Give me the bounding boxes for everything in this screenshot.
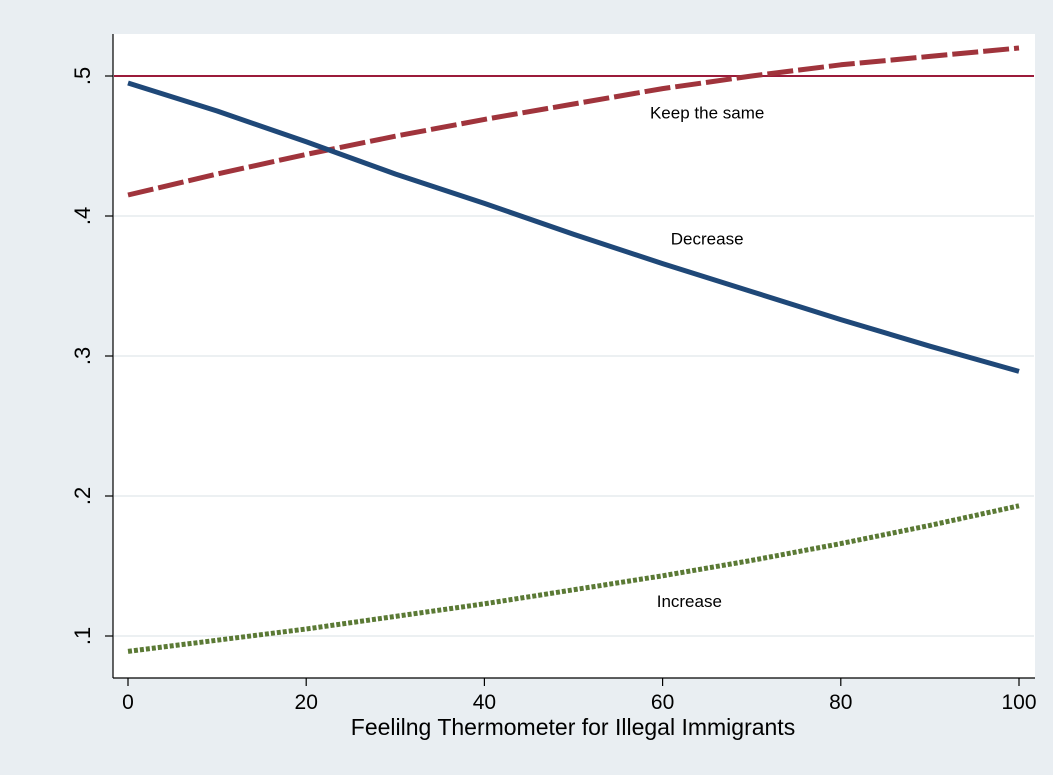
series-group xyxy=(127,45,1020,654)
annotations: Keep the same Decrease Increase xyxy=(650,103,764,611)
y-tick-label: .3 xyxy=(70,347,95,365)
y-tick-label: .2 xyxy=(70,487,95,505)
x-tick-label: 40 xyxy=(473,691,496,714)
y-ticks: .1 .2 .3 .4 .5 xyxy=(70,67,113,645)
x-tick-label: 100 xyxy=(1001,691,1036,714)
series-line-decrease xyxy=(127,80,1020,374)
series-line-increase xyxy=(127,503,1020,654)
y-tick-label: .1 xyxy=(70,627,95,645)
x-tick-label: 80 xyxy=(829,691,852,714)
annotation-label: Keep the same xyxy=(650,103,764,122)
x-tick-label: 0 xyxy=(122,691,134,714)
x-tick-label: 60 xyxy=(651,691,674,714)
y-tick-label: .4 xyxy=(70,207,95,225)
annotation-label: Increase xyxy=(657,592,722,611)
x-tick-label: 20 xyxy=(295,691,318,714)
x-axis-label: Feelilng Thermometer for Illegal Immigra… xyxy=(351,714,795,740)
x-ticks: 0 20 40 60 80 100 xyxy=(122,678,1037,714)
annotation-label: Decrease xyxy=(671,229,744,248)
series-line-keep-the-same xyxy=(127,45,1020,198)
y-tick-label: .5 xyxy=(70,67,95,85)
